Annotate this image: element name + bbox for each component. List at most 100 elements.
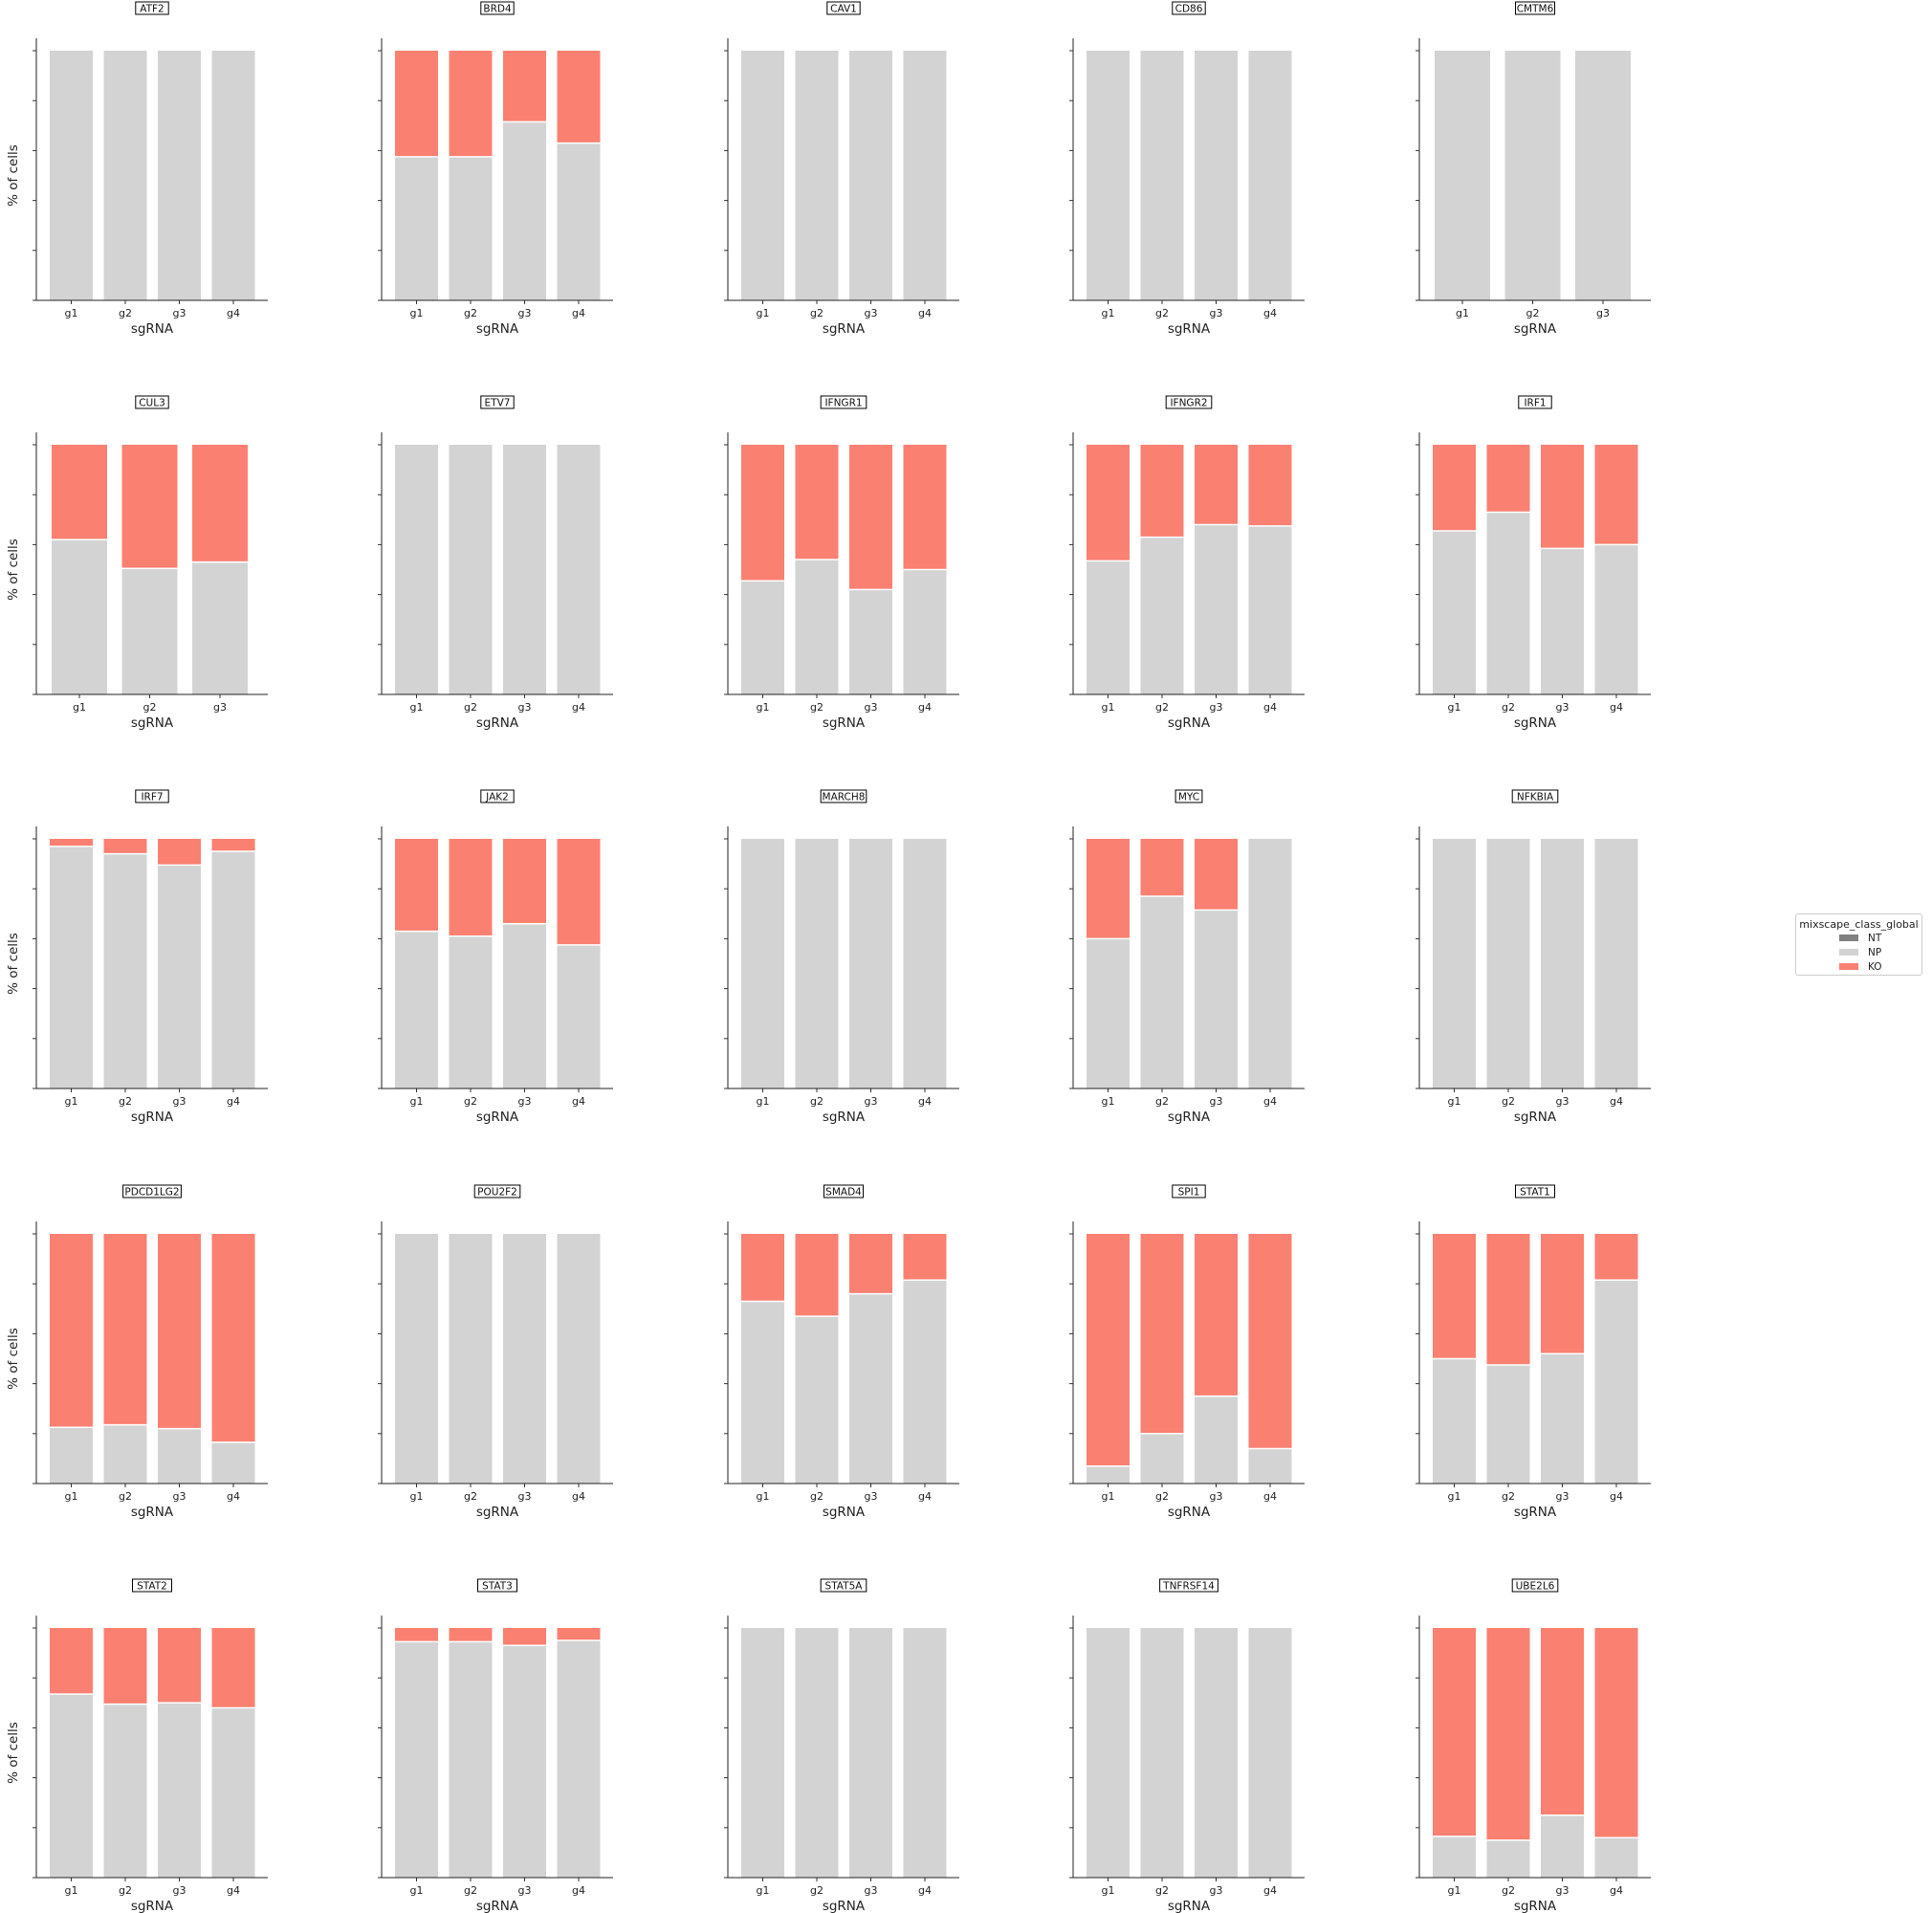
x-tick-label-cmtm6-g2: g2 xyxy=(1526,307,1540,319)
bar-np-cav1-g3 xyxy=(849,51,892,300)
x-tick-label-stat1-g4: g4 xyxy=(1610,1490,1623,1503)
x-tick-label-cav1-g4: g4 xyxy=(918,307,932,319)
x-tick-label-tnfrsf14-g3: g3 xyxy=(1210,1884,1223,1897)
x-tick-label-ifngr1-g4: g4 xyxy=(918,701,932,714)
panel-title-box-nfkbia xyxy=(1511,789,1559,803)
panel-ifngr1: g1 g2 g3 g4 sgRNA IFNGR1 xyxy=(724,395,959,731)
x-tick-label-atf2-g2: g2 xyxy=(119,307,132,319)
bar-np-tnfrsf14-g2 xyxy=(1140,1628,1184,1878)
bar-np-ube2l6-g3 xyxy=(1541,1814,1584,1878)
x-tick-label-nfkbia-g4: g4 xyxy=(1610,1095,1623,1108)
bar-ko-irf7-g3 xyxy=(158,839,201,866)
x-tick-label-smad4-g4: g4 xyxy=(918,1490,932,1503)
bar-ko-spi1-g4 xyxy=(1248,1234,1292,1449)
x-tick-label-irf1-g1: g1 xyxy=(1448,701,1461,714)
panel-cd86: g1 g2 g3 g4 sgRNA CD86 xyxy=(1069,1,1305,337)
x-tick-label-stat1-g3: g3 xyxy=(1556,1490,1570,1503)
x-tick-label-cul3-g2: g2 xyxy=(143,701,157,714)
bar-np-stat1-g4 xyxy=(1594,1280,1638,1484)
bar-np-cd86-g3 xyxy=(1195,51,1238,300)
bar-np-irf1-g2 xyxy=(1486,512,1530,694)
panel-tnfrsf14: g1 g2 g3 g4 sgRNA TNFRSF14 xyxy=(1069,1578,1305,1913)
x-tick-label-pou2f2-g2: g2 xyxy=(464,1490,477,1503)
x-tick-label-irf1-g2: g2 xyxy=(1502,701,1515,714)
x-axis-label-stat5a: sgRNA xyxy=(823,1899,866,1913)
x-tick-label-tnfrsf14-g2: g2 xyxy=(1155,1884,1169,1897)
bar-np-stat5a-g2 xyxy=(795,1628,839,1878)
panel-title-box-cav1 xyxy=(826,1,861,15)
bar-np-myc-g2 xyxy=(1140,896,1184,1088)
bar-np-cmtm6-g3 xyxy=(1575,51,1631,300)
bar-ko-ube2l6-g3 xyxy=(1541,1628,1584,1815)
bar-np-ifngr2-g1 xyxy=(1087,561,1130,694)
bar-ko-myc-g3 xyxy=(1195,839,1238,911)
bar-ko-stat2-g3 xyxy=(158,1628,201,1704)
bar-ko-ifngr1-g3 xyxy=(849,445,892,590)
x-tick-label-march8-g1: g1 xyxy=(757,1095,770,1108)
x-tick-label-ifngr2-g4: g4 xyxy=(1263,701,1277,714)
bar-np-pdcd1lg2-g3 xyxy=(158,1428,201,1484)
panel-title-box-stat3 xyxy=(477,1578,517,1593)
bar-ko-spi1-g2 xyxy=(1140,1234,1184,1434)
x-tick-label-brd4-g1: g1 xyxy=(410,307,424,319)
panel-title-box-brd4 xyxy=(480,1,515,15)
x-axis-label-myc: sgRNA xyxy=(1168,1110,1211,1125)
bar-ko-brd4-g2 xyxy=(449,51,493,157)
x-tick-label-march8-g4: g4 xyxy=(918,1095,932,1108)
bar-ko-ifngr1-g4 xyxy=(903,445,947,570)
x-axis-label-ifngr2: sgRNA xyxy=(1168,715,1211,731)
panel-spi1: g1 g2 g3 g4 sgRNA SPI1 xyxy=(1069,1184,1305,1520)
bar-ko-jak2-g1 xyxy=(395,839,438,932)
x-axis-label-stat1: sgRNA xyxy=(1514,1505,1557,1520)
x-tick-label-ifngr2-g2: g2 xyxy=(1155,701,1169,714)
bar-np-cav1-g2 xyxy=(795,51,839,300)
x-tick-label-stat1-g1: g1 xyxy=(1448,1490,1461,1503)
bar-np-nfkbia-g1 xyxy=(1433,839,1476,1088)
bar-ko-ifngr2-g3 xyxy=(1195,445,1238,525)
bar-np-irf1-g1 xyxy=(1433,531,1476,694)
panel-irf1: g1 g2 g3 g4 sgRNA IRF1 xyxy=(1416,395,1651,731)
x-axis-label-stat2: sgRNA xyxy=(131,1899,174,1913)
bar-np-march8-g1 xyxy=(741,839,784,1088)
bar-ko-cul3-g2 xyxy=(121,445,178,569)
panel-title-spi1: SPI1 xyxy=(1178,1187,1200,1198)
panel-title-box-pdcd1lg2 xyxy=(122,1184,182,1198)
y-axis-label-pdcd1lg2: % of cells xyxy=(6,1328,21,1390)
bar-np-cmtm6-g1 xyxy=(1435,51,1490,300)
bar-np-ifngr1-g4 xyxy=(903,569,947,694)
panel-title-box-ube2l6 xyxy=(1511,1578,1559,1593)
x-tick-label-pdcd1lg2-g1: g1 xyxy=(65,1490,78,1503)
panel-title-box-march8 xyxy=(820,789,867,803)
panel-irf7: g1 g2 g3 g4 sgRNA % of cells IRF7 xyxy=(6,789,268,1125)
x-tick-label-pdcd1lg2-g4: g4 xyxy=(227,1490,240,1503)
bar-np-spi1-g2 xyxy=(1140,1433,1184,1484)
x-tick-label-cd86-g1: g1 xyxy=(1102,307,1115,319)
bar-np-cd86-g2 xyxy=(1140,51,1184,300)
panel-cmtm6: g1 g2 g3 sgRNA CMTM6 xyxy=(1416,1,1651,337)
panel-title-box-cd86 xyxy=(1172,1,1206,15)
x-tick-label-stat2-g4: g4 xyxy=(227,1884,240,1897)
bar-np-march8-g4 xyxy=(903,839,947,1088)
bar-np-jak2-g3 xyxy=(503,923,546,1088)
x-tick-label-pou2f2-g1: g1 xyxy=(410,1490,424,1503)
x-tick-label-tnfrsf14-g1: g1 xyxy=(1102,1884,1115,1897)
bar-np-smad4-g4 xyxy=(903,1280,947,1484)
y-axis-label-stat2: % of cells xyxy=(6,1722,21,1784)
bar-np-stat2-g1 xyxy=(50,1694,93,1878)
bar-np-myc-g3 xyxy=(1195,910,1238,1088)
x-axis-label-pou2f2: sgRNA xyxy=(476,1505,519,1520)
x-tick-label-stat2-g1: g1 xyxy=(65,1884,78,1897)
bar-np-irf1-g3 xyxy=(1541,548,1584,694)
x-tick-label-ifngr2-g1: g1 xyxy=(1102,701,1115,714)
bar-np-tnfrsf14-g3 xyxy=(1195,1628,1238,1878)
bar-ko-cul3-g3 xyxy=(192,445,248,562)
bar-ko-myc-g2 xyxy=(1140,839,1184,897)
bar-np-stat3-g4 xyxy=(557,1640,601,1878)
x-tick-label-nfkbia-g3: g3 xyxy=(1556,1095,1570,1108)
bar-np-march8-g3 xyxy=(849,839,892,1088)
x-axis-label-cmtm6: sgRNA xyxy=(1514,321,1557,337)
x-tick-label-ifngr2-g3: g3 xyxy=(1210,701,1223,714)
bar-ko-brd4-g4 xyxy=(557,51,601,143)
x-tick-label-irf7-g2: g2 xyxy=(119,1095,132,1108)
x-tick-label-ifngr1-g2: g2 xyxy=(810,701,823,714)
